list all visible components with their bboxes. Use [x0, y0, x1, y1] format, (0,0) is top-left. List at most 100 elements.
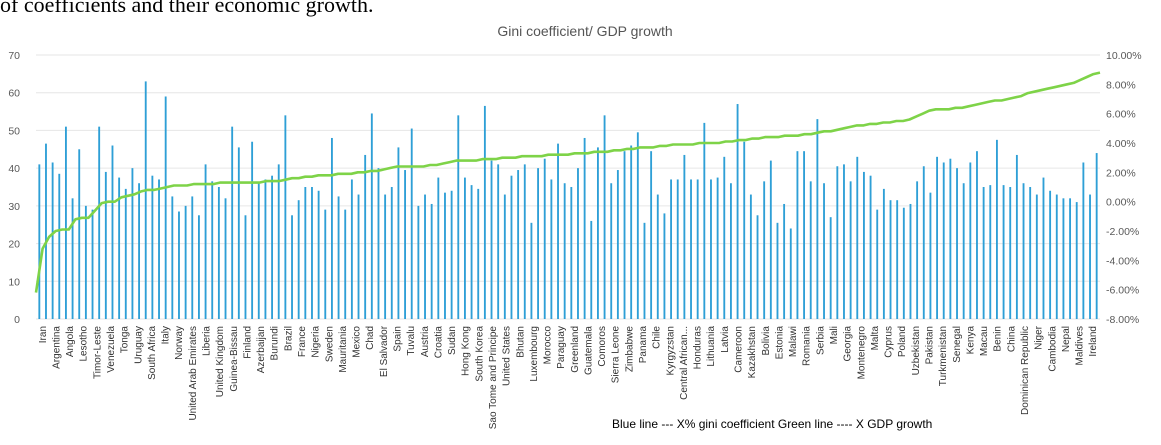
gini-bar	[311, 187, 313, 319]
right-tick-label: 0.00%	[1106, 197, 1136, 209]
gini-bar	[736, 104, 739, 320]
category-label: Chile	[652, 326, 663, 349]
category-label: Georgia	[843, 326, 854, 362]
category-label: Uruguay	[133, 326, 144, 364]
category-label: Kazakhstan	[747, 326, 758, 378]
gini-bar	[517, 170, 520, 319]
gini-bar	[510, 175, 513, 319]
category-labels: Iran Argentina Angola Lesotho Timor-Leste Ven…	[38, 325, 1099, 429]
left-tick-label: 0	[14, 314, 20, 326]
gini-bar	[756, 215, 759, 319]
gini-bar	[982, 187, 985, 319]
category-label: Liberia	[202, 326, 213, 356]
gini-bar	[91, 209, 94, 319]
gini-bar	[723, 156, 726, 319]
gini-bar	[1029, 187, 1032, 319]
category-label: Chad	[365, 326, 376, 350]
category-label: Lithuania	[706, 326, 717, 367]
category-label: Estonia	[774, 326, 785, 360]
gini-bar	[710, 179, 712, 319]
gini-bar	[909, 203, 912, 319]
gini-bar	[676, 179, 679, 319]
gini-bar	[257, 183, 260, 319]
gini-bar	[683, 154, 686, 319]
category-label: Venezuela	[106, 326, 117, 373]
category-label: Kyrgyzstan	[665, 326, 676, 375]
category-label: Turkmenistan	[938, 326, 949, 386]
gini-bar	[410, 128, 413, 319]
category-label: Central African...	[679, 326, 690, 400]
category-label: Guatemala	[584, 326, 595, 375]
gini-bar	[124, 188, 127, 319]
gini-bar	[716, 177, 719, 319]
left-tick-label: 20	[8, 239, 20, 251]
category-label: Brazil	[283, 326, 294, 351]
gini-bar	[889, 200, 892, 319]
gini-bar	[616, 170, 619, 319]
category-label: Romania	[802, 326, 813, 366]
gini-bar	[729, 183, 732, 319]
right-tick-label: -2.00%	[1106, 226, 1139, 238]
gini-bar	[324, 209, 327, 319]
category-label: Malta	[870, 326, 881, 351]
gini-bar	[783, 203, 786, 319]
category-label: Cyprus	[884, 326, 895, 358]
gini-bar	[1015, 154, 1018, 319]
gini-bar	[158, 179, 160, 319]
gini-bar	[1002, 185, 1005, 319]
gini-bar	[809, 181, 812, 319]
gini-bar	[463, 177, 466, 319]
gini-bar	[696, 179, 699, 319]
category-label: Guinea-Bissau	[229, 326, 240, 392]
gini-bar	[251, 141, 254, 319]
gini-bar	[843, 164, 845, 319]
gini-bar	[244, 215, 247, 319]
category-label: Panama	[638, 326, 649, 364]
gini-bar	[151, 175, 154, 319]
chart-title: Gini coefficient/ GDP growth	[497, 23, 672, 39]
category-label: Tonga	[120, 326, 131, 354]
gini-bar	[1042, 177, 1045, 319]
gini-bar	[171, 196, 174, 319]
gini-bar	[523, 164, 526, 319]
gini-bar	[284, 115, 287, 319]
category-label: Luxembourg	[529, 326, 540, 382]
category-label: Ireland	[1088, 326, 1099, 357]
gini-bar	[743, 141, 746, 319]
gini-bar	[38, 164, 41, 319]
gini-bar	[217, 187, 220, 319]
gini-bar	[763, 181, 766, 319]
gini-bar	[98, 126, 101, 320]
category-label: Sudan	[447, 326, 458, 355]
gini-bar	[58, 173, 61, 319]
category-label: Iran	[38, 326, 49, 343]
gini-bar	[643, 222, 646, 319]
category-label: United Kingdom	[215, 326, 226, 397]
gini-bar	[424, 194, 426, 319]
category-label: Macau	[979, 326, 990, 356]
gini-bar	[836, 166, 839, 319]
gini-bar	[1055, 194, 1058, 319]
category-label: Azerbaijan	[256, 326, 267, 373]
gini-bar	[184, 205, 187, 319]
gini-bar	[1049, 190, 1052, 319]
gini-bar	[231, 126, 234, 320]
category-label: Poland	[897, 326, 908, 357]
gini-bar	[577, 168, 579, 319]
category-label: Paraguay	[556, 326, 567, 369]
gini-bar	[197, 215, 200, 319]
gini-bar	[789, 228, 792, 319]
gini-bar	[776, 222, 779, 319]
left-tick-label: 10	[8, 276, 20, 288]
gini-bar	[610, 183, 613, 319]
gini-bar	[377, 168, 380, 319]
gini-bar	[444, 192, 446, 319]
gini-bar	[104, 171, 107, 319]
gini-bar	[71, 198, 74, 319]
gini-bar	[1009, 187, 1012, 319]
gini-bar	[470, 185, 473, 319]
gini-bar	[650, 151, 653, 319]
gini-bar	[144, 81, 147, 320]
category-label: Morocco	[543, 326, 554, 365]
gini-bar	[896, 200, 899, 319]
